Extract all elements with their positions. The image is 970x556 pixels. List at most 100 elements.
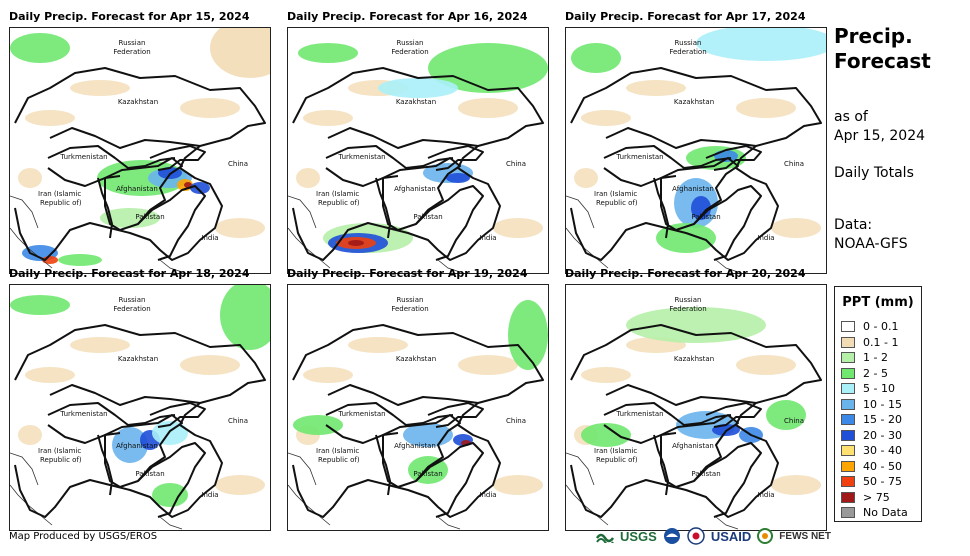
fews-net-logo: FEWS NET [779,530,831,542]
panel-title: Daily Precip. Forecast for Apr 20, 2024 [565,267,806,280]
country-label: Pakistan [413,213,442,221]
country-label: Kazakhstan [396,98,436,106]
country-label: Pakistan [413,470,442,478]
country-label: Federation [113,305,150,313]
precip-cell [378,78,458,98]
light-precip-layer [574,80,821,238]
country-label: Iran (Islamic [594,190,637,198]
precip-cell [298,43,358,63]
country-border [660,157,739,231]
precip-cell [215,475,265,495]
country-label: Russian [675,39,702,47]
country-label: Republic of) [596,456,638,464]
country-label: Russian [397,296,424,304]
coastline [288,484,331,526]
precip-cell [210,28,270,78]
coastline [10,452,39,486]
country-label: Federation [669,48,706,56]
country-label: Iran (Islamic [316,447,359,455]
coastline [288,227,331,269]
country-border [653,434,669,496]
precip-cell [303,110,353,126]
precip-cell [574,168,598,188]
noaa-seal-icon [663,528,680,544]
legend-swatch [841,352,855,364]
legend-swatch [841,491,855,503]
legend-label: > 75 [863,490,890,504]
country-border [382,157,461,231]
legend-swatch [841,321,855,333]
precip-cell [215,218,265,238]
country-border [605,127,757,149]
country-label: China [784,417,804,425]
country-label: Pakistan [135,213,164,221]
precip-cell [766,400,806,430]
country-border [705,402,762,428]
country-border [97,177,113,239]
legend-title: PPT (mm) [842,295,914,310]
legend-swatch [841,383,855,395]
precip-cell [348,337,408,353]
country-border [693,442,762,518]
country-label: Turkmenistan [59,153,107,161]
precip-cell [508,300,548,370]
country-border [327,384,479,406]
coastline [159,259,183,273]
panel-title: Daily Precip. Forecast for Apr 17, 2024 [565,10,806,23]
precip-cell [58,254,102,266]
country-border [49,127,201,149]
country-border [14,324,266,518]
country-label: India [757,234,774,242]
precip-cell [458,98,518,118]
precip-cell [190,182,210,194]
panel-title: Daily Precip. Forecast for Apr 18, 2024 [9,267,250,280]
precip-cell [771,218,821,238]
precip-cell [571,43,621,73]
country-border [325,424,399,444]
coastline [159,516,183,530]
legend-label: 50 - 75 [863,475,902,489]
precip-cell [180,355,240,375]
country-label: Turkmenistan [337,410,385,418]
country-label: Kazakhstan [674,98,714,106]
legend-swatch [841,398,855,410]
panel-title: Daily Precip. Forecast for Apr 16, 2024 [287,10,528,23]
country-label: Kazakhstan [118,98,158,106]
legend-item: 10 - 15 [841,397,908,413]
coastline [288,452,317,486]
coastline [715,516,739,530]
country-label: Iran (Islamic [38,190,81,198]
country-border [47,424,121,444]
country-label: Republic of) [596,199,638,207]
country-label: Federation [391,48,428,56]
country-border [14,67,266,261]
coastline [566,227,609,269]
precip-cell [736,355,796,375]
country-label: Afghanistan [672,442,714,450]
country-label: Kazakhstan [396,355,436,363]
country-label: Russian [119,39,146,47]
legend-swatch [841,476,855,488]
usaid-logo: USAID [710,528,752,544]
legend-label: 5 - 10 [863,382,895,396]
country-label: Pakistan [691,470,720,478]
precip-cell [18,168,42,188]
usaid-seal-icon [687,527,705,545]
country-label: Republic of) [40,199,82,207]
country-border [603,167,677,187]
legend-swatch [841,429,855,441]
legend-item: 50 - 75 [841,474,908,490]
country-label: Turkmenistan [615,153,663,161]
country-label: Afghanistan [672,185,714,193]
coastline [566,484,609,526]
precip-cell [152,483,188,507]
country-label: Federation [391,305,428,313]
daily-totals-label: Daily Totals [834,165,914,181]
coastline [10,195,39,229]
country-label: Afghanistan [394,442,436,450]
country-border [104,157,183,231]
precip-cell [296,168,320,188]
precip-layer [571,28,826,253]
